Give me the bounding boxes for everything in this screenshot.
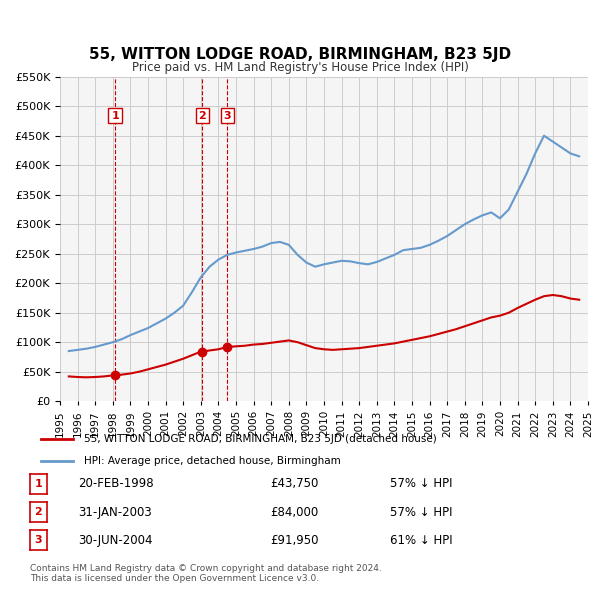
- Text: 2: 2: [35, 507, 42, 517]
- Text: Price paid vs. HM Land Registry's House Price Index (HPI): Price paid vs. HM Land Registry's House …: [131, 61, 469, 74]
- Text: 57% ↓ HPI: 57% ↓ HPI: [390, 477, 452, 490]
- Text: 20-FEB-1998: 20-FEB-1998: [78, 477, 154, 490]
- Text: 30-JUN-2004: 30-JUN-2004: [78, 534, 152, 547]
- Text: This data is licensed under the Open Government Licence v3.0.: This data is licensed under the Open Gov…: [30, 574, 319, 583]
- Text: Contains HM Land Registry data © Crown copyright and database right 2024.: Contains HM Land Registry data © Crown c…: [30, 565, 382, 573]
- Text: 3: 3: [223, 111, 231, 120]
- Text: 1: 1: [35, 479, 42, 489]
- Text: £43,750: £43,750: [270, 477, 319, 490]
- Text: 1: 1: [111, 111, 119, 120]
- Text: 57% ↓ HPI: 57% ↓ HPI: [390, 506, 452, 519]
- Text: 31-JAN-2003: 31-JAN-2003: [78, 506, 152, 519]
- Text: £91,950: £91,950: [270, 534, 319, 547]
- Text: HPI: Average price, detached house, Birmingham: HPI: Average price, detached house, Birm…: [84, 456, 341, 466]
- Text: 3: 3: [35, 536, 42, 545]
- Text: £84,000: £84,000: [270, 506, 318, 519]
- Text: 55, WITTON LODGE ROAD, BIRMINGHAM, B23 5JD (detached house): 55, WITTON LODGE ROAD, BIRMINGHAM, B23 5…: [84, 434, 437, 444]
- Text: 61% ↓ HPI: 61% ↓ HPI: [390, 534, 452, 547]
- Text: 2: 2: [199, 111, 206, 120]
- Text: 55, WITTON LODGE ROAD, BIRMINGHAM, B23 5JD: 55, WITTON LODGE ROAD, BIRMINGHAM, B23 5…: [89, 47, 511, 62]
